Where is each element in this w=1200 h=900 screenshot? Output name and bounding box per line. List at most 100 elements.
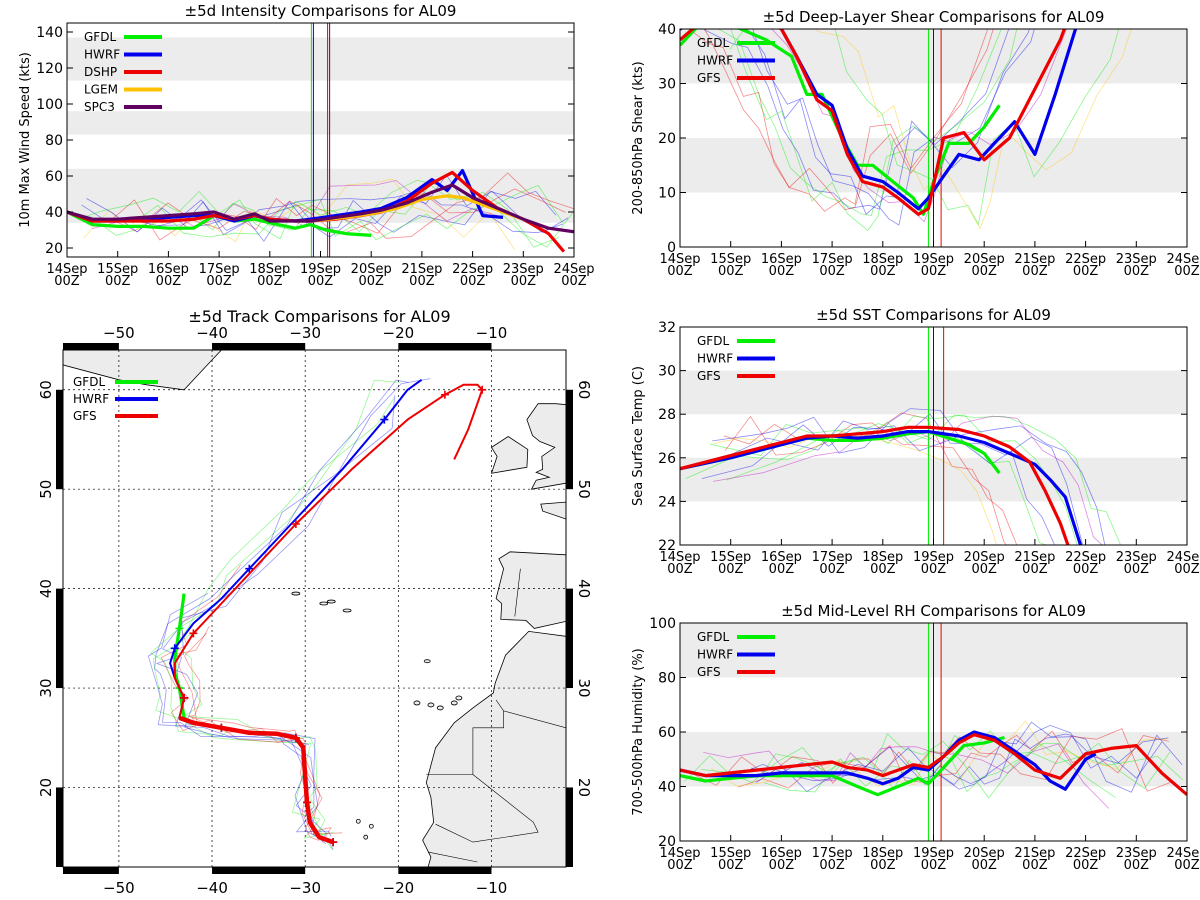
map-border-right-0 bbox=[566, 787, 573, 867]
lat-label-right: 40 bbox=[575, 579, 593, 598]
x-tick-label-rh: 16Sep bbox=[761, 846, 802, 861]
legend-label-intensity: HWRF bbox=[84, 48, 120, 62]
x-tick-sublabel-intensity: 00Z bbox=[206, 274, 232, 289]
x-tick-label-shear: 17Sep bbox=[812, 252, 853, 267]
chart-shear: 01020304014Sep00Z15Sep00Z16Sep00Z17Sep00… bbox=[631, 8, 1200, 279]
x-tick-label-shear: 16Sep bbox=[761, 252, 802, 267]
ensemble-line-sst-4 bbox=[723, 412, 1018, 545]
x-tick-label-rh: 23Sep bbox=[1116, 846, 1157, 861]
x-tick-sublabel-shear: 00Z bbox=[921, 264, 947, 279]
border-western-sahara bbox=[426, 710, 504, 775]
track-hwrf bbox=[169, 378, 423, 844]
map-border-bottom-0 bbox=[63, 867, 119, 874]
x-tick-label-rh: 17Sep bbox=[812, 846, 853, 861]
ensemble-line-shear-8 bbox=[729, 29, 1120, 226]
legend-label-track: GFS bbox=[73, 409, 97, 423]
x-tick-sublabel-shear: 00Z bbox=[1022, 264, 1048, 279]
x-tick-sublabel-intensity: 00Z bbox=[460, 274, 486, 289]
x-tick-label-shear: 20Sep bbox=[964, 252, 1005, 267]
ensemble-track-2 bbox=[174, 625, 332, 843]
legend-label-shear: GFDL bbox=[697, 36, 729, 50]
lat-label-right: 60 bbox=[575, 380, 593, 399]
lon-label-bottom: −50 bbox=[103, 879, 135, 897]
canary-island-0 bbox=[413, 700, 421, 706]
ensemble-track-0 bbox=[152, 397, 395, 839]
ensemble-track-4 bbox=[160, 564, 343, 835]
ensemble-line-shear-6 bbox=[741, 29, 1132, 230]
track-position-marker-gfs bbox=[440, 390, 449, 399]
x-tick-sublabel-sst: 00Z bbox=[769, 562, 795, 577]
x-tick-sublabel-shear: 00Z bbox=[870, 264, 896, 279]
series-intensity-spc3 bbox=[67, 183, 574, 234]
ensemble-line-shear-0 bbox=[717, 29, 1002, 216]
x-tick-sublabel-sst: 00Z bbox=[1073, 562, 1099, 577]
map-border-right-4 bbox=[566, 389, 573, 490]
x-tick-sublabel-shear: 00Z bbox=[1174, 264, 1200, 279]
x-tick-sublabel-rh: 00Z bbox=[667, 858, 693, 873]
legend-label-rh: GFDL bbox=[697, 630, 729, 644]
ensemble-track-6 bbox=[149, 379, 401, 836]
ensemble-line-intensity-2 bbox=[142, 172, 574, 239]
legend-label-sst: GFS bbox=[697, 369, 721, 383]
x-tick-sublabel-sst: 00Z bbox=[1022, 562, 1048, 577]
map-border-left-4 bbox=[56, 389, 63, 490]
africa-coast bbox=[422, 630, 566, 867]
x-tick-label-rh: 22Sep bbox=[1065, 846, 1106, 861]
ensemble-line-shear-7 bbox=[685, 29, 1068, 223]
britain-coast bbox=[526, 403, 566, 490]
legend-label-intensity: LGEM bbox=[84, 83, 118, 97]
x-tick-label-rh: 18Sep bbox=[862, 846, 903, 861]
lat-label-left: 40 bbox=[37, 579, 55, 598]
iberia-coast bbox=[495, 551, 566, 629]
y-tick-label-intensity: 40 bbox=[45, 205, 63, 221]
x-tick-label-sst: 16Sep bbox=[761, 550, 802, 565]
border-senegal bbox=[428, 851, 478, 863]
x-tick-sublabel-sst: 00Z bbox=[921, 562, 947, 577]
azores-island-2 bbox=[326, 599, 336, 604]
track-position-marker-gfdl bbox=[175, 624, 184, 633]
ensemble-line-rh-4 bbox=[690, 728, 1173, 792]
x-tick-label-intensity: 19Sep bbox=[300, 262, 341, 277]
y-tick-label-sst: 24 bbox=[658, 494, 676, 510]
x-tick-label-shear: 24Sep bbox=[1166, 252, 1200, 267]
ensemble-line-sst-8 bbox=[685, 414, 1078, 545]
x-tick-sublabel-rh: 00Z bbox=[1073, 858, 1099, 873]
series-sst-hwrf bbox=[680, 430, 1083, 545]
x-tick-sublabel-sst: 00Z bbox=[718, 562, 744, 577]
x-tick-sublabel-intensity: 00Z bbox=[358, 274, 384, 289]
ensemble-line-shear-2 bbox=[688, 29, 989, 212]
madeira-island bbox=[423, 659, 431, 664]
x-tick-label-sst: 14Sep bbox=[659, 550, 700, 565]
border-algeria bbox=[495, 699, 566, 729]
y-tick-label-rh: 60 bbox=[658, 725, 676, 741]
x-tick-label-sst: 21Sep bbox=[1014, 550, 1055, 565]
ensemble-line-rh-0 bbox=[684, 733, 1116, 799]
x-tick-sublabel-sst: 00Z bbox=[1174, 562, 1200, 577]
border-mauritania bbox=[435, 774, 539, 843]
x-tick-sublabel-intensity: 00Z bbox=[409, 274, 435, 289]
x-tick-sublabel-shear: 00Z bbox=[819, 264, 845, 279]
lon-label-bottom: −20 bbox=[383, 879, 415, 897]
x-tick-sublabel-rh: 00Z bbox=[1022, 858, 1048, 873]
x-tick-label-sst: 20Sep bbox=[964, 550, 1005, 565]
ensemble-track-9 bbox=[154, 379, 409, 837]
x-tick-label-rh: 15Sep bbox=[710, 846, 751, 861]
y-tick-label-sst: 22 bbox=[658, 538, 676, 554]
series-shear-gfs bbox=[680, 29, 1067, 216]
y-tick-label-rh: 40 bbox=[658, 780, 676, 796]
ensemble-shear bbox=[685, 29, 1132, 232]
lon-label-bottom: −10 bbox=[476, 879, 508, 897]
map-border-left-0 bbox=[56, 787, 63, 867]
x-tick-sublabel-sst: 00Z bbox=[819, 562, 845, 577]
y-axis-label-shear: 200-850hPa Shear (kts) bbox=[631, 61, 646, 214]
y-tick-label-shear: 10 bbox=[658, 186, 676, 202]
track-position-marker-hwrf bbox=[170, 644, 179, 653]
y-tick-label-rh: 80 bbox=[658, 671, 676, 687]
x-tick-sublabel-shear: 00Z bbox=[718, 264, 744, 279]
x-tick-sublabel-shear: 00Z bbox=[667, 264, 693, 279]
lat-label-left: 60 bbox=[37, 380, 55, 399]
azores-island-1 bbox=[342, 608, 352, 613]
y-tick-label-rh: 20 bbox=[658, 834, 676, 850]
lat-label-right: 50 bbox=[575, 480, 593, 499]
